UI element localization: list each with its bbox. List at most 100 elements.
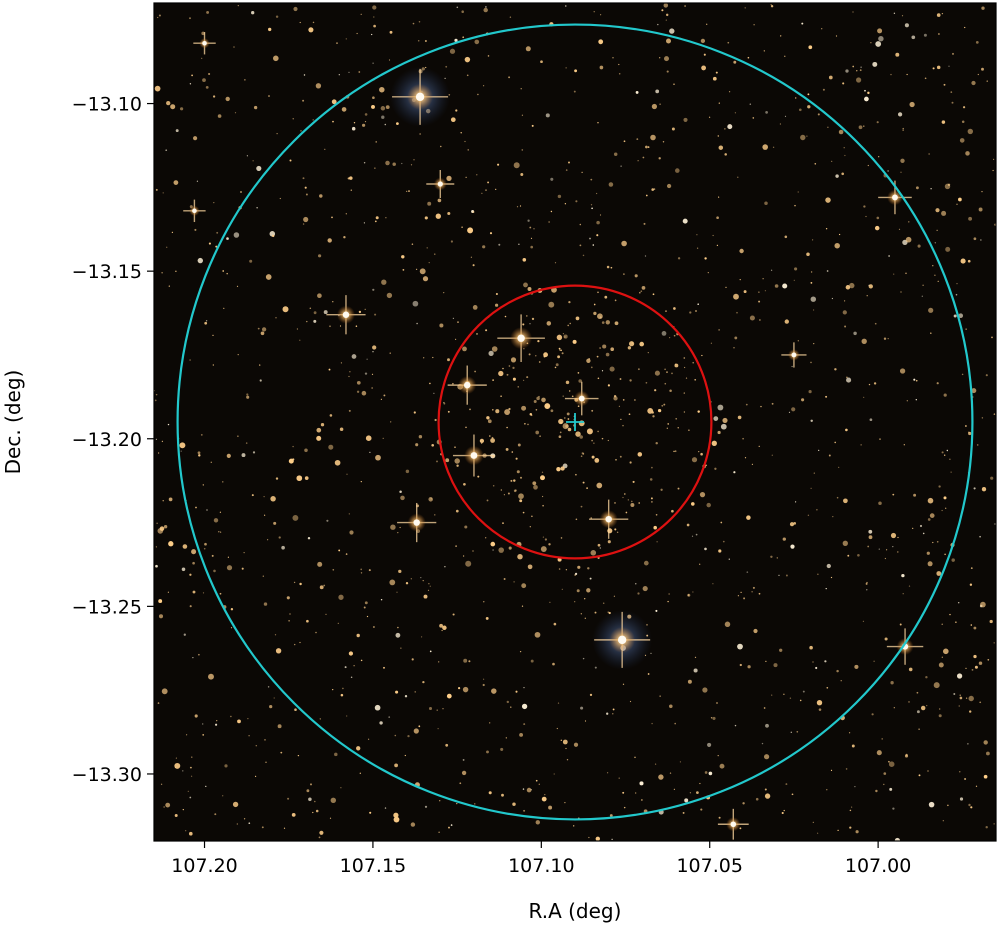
star (941, 120, 946, 124)
y-axis: −13.10−13.15−13.20−13.25−13.30 (72, 94, 154, 786)
star (561, 588, 563, 590)
star (596, 482, 603, 489)
star (957, 601, 960, 604)
star (166, 100, 171, 106)
star (893, 707, 895, 709)
star (958, 313, 964, 319)
star (637, 592, 640, 595)
star (294, 643, 296, 646)
star (422, 680, 425, 684)
star (630, 503, 635, 507)
star (240, 191, 242, 193)
star (481, 442, 483, 445)
star (161, 272, 163, 274)
star (961, 120, 965, 124)
star (759, 319, 761, 321)
star (858, 125, 863, 130)
star (867, 164, 869, 167)
star (485, 616, 489, 620)
star (936, 65, 941, 70)
star (175, 129, 179, 133)
star (426, 247, 428, 249)
star (455, 545, 457, 547)
star (320, 423, 325, 427)
star (338, 74, 340, 76)
star (492, 379, 494, 381)
star (500, 747, 504, 751)
star (489, 722, 491, 724)
star (316, 435, 322, 441)
star (981, 6, 985, 10)
star (638, 502, 641, 504)
star (308, 27, 314, 33)
star (734, 336, 738, 340)
star (573, 825, 575, 827)
star (264, 739, 266, 741)
star (535, 408, 538, 411)
star (345, 553, 348, 555)
star (623, 806, 626, 809)
star (519, 499, 523, 503)
star (292, 118, 294, 120)
star (519, 650, 522, 653)
star (742, 437, 744, 440)
star (428, 706, 433, 711)
star (684, 5, 687, 7)
star (268, 27, 272, 32)
star (674, 363, 679, 368)
star (669, 28, 675, 34)
star (548, 543, 551, 546)
star (736, 311, 738, 314)
star (326, 519, 329, 522)
star (584, 598, 586, 600)
star (844, 154, 846, 157)
x-axis: 107.20 107.15 107.10 107.05 107.00 (171, 841, 911, 877)
star (191, 549, 197, 555)
star (760, 405, 762, 408)
star (876, 216, 880, 220)
star (948, 65, 950, 67)
star (206, 509, 208, 511)
star (636, 138, 639, 141)
star (589, 237, 591, 240)
star (435, 213, 441, 219)
star (563, 334, 568, 339)
star (609, 814, 613, 817)
star (784, 55, 786, 57)
star (778, 574, 780, 576)
star (179, 442, 186, 449)
star (464, 56, 471, 63)
star (765, 660, 767, 663)
star (834, 368, 837, 371)
star (332, 689, 334, 691)
star (388, 59, 391, 61)
star (737, 643, 743, 650)
star (216, 719, 218, 722)
star (397, 626, 399, 629)
star (793, 279, 795, 281)
star (567, 418, 570, 420)
star (455, 338, 457, 340)
star (623, 493, 626, 495)
star (491, 436, 494, 439)
star (983, 774, 988, 779)
star (591, 455, 595, 459)
star (652, 293, 655, 296)
star (651, 188, 654, 191)
star (627, 499, 629, 501)
star (315, 631, 317, 634)
star (339, 325, 342, 327)
star (706, 23, 708, 25)
star (339, 427, 344, 431)
star (336, 42, 338, 44)
star (959, 797, 964, 801)
star (160, 783, 163, 785)
star (774, 284, 779, 288)
star (716, 244, 719, 247)
star (712, 716, 716, 720)
star (614, 502, 616, 504)
star (943, 83, 946, 86)
star (233, 232, 240, 238)
star (700, 38, 706, 44)
star (155, 546, 158, 548)
